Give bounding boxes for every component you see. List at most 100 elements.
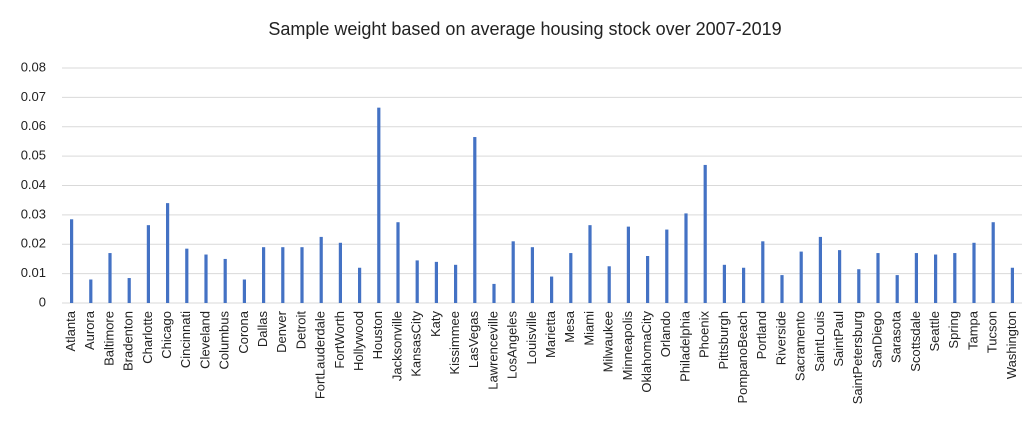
- y-tick-label: 0.05: [21, 148, 46, 163]
- x-tick-label: Lawrenceville: [485, 311, 500, 390]
- x-tick-label: Washington: [1004, 311, 1019, 379]
- x-tick-label: Baltimore: [101, 311, 116, 366]
- bar: [108, 253, 112, 303]
- y-tick-label: 0.01: [21, 265, 46, 280]
- bar: [415, 260, 419, 303]
- bar: [934, 254, 938, 303]
- x-tick-label: Philadelphia: [677, 310, 692, 382]
- bar: [684, 213, 688, 303]
- x-tick-label: Marietta: [543, 310, 558, 358]
- bar: [166, 203, 170, 303]
- x-tick-label: FortLauderdale: [313, 311, 328, 399]
- x-tick-label: Pittsburgh: [716, 311, 731, 370]
- bar: [262, 247, 266, 303]
- x-tick-label: Minneapolis: [620, 311, 635, 381]
- bar: [146, 225, 150, 303]
- bar: [319, 236, 323, 303]
- bar: [454, 264, 458, 303]
- x-tick-label: LosAngeles: [505, 311, 520, 379]
- bar: [358, 267, 362, 303]
- x-tick-label: Cleveland: [197, 311, 212, 369]
- bar: [530, 247, 534, 303]
- y-tick-label: 0: [39, 294, 46, 309]
- x-tick-label: Mesa: [562, 310, 577, 343]
- x-tick-label: OklahomaCity: [639, 311, 654, 393]
- bar: [818, 236, 822, 303]
- y-tick-label: 0.04: [21, 177, 46, 192]
- bar: [492, 283, 496, 303]
- x-tick-label: Chicago: [159, 311, 174, 359]
- x-tick-label: Sacramento: [793, 311, 808, 381]
- bar: [722, 264, 726, 303]
- bar: [70, 219, 74, 303]
- x-tick-label: Sarasota: [889, 310, 904, 363]
- x-tick-label: Detroit: [293, 311, 308, 350]
- bar: [569, 253, 573, 303]
- bar: [242, 279, 246, 303]
- x-tick-label: Louisville: [524, 311, 539, 364]
- x-tick-label: Jacksonville: [389, 311, 404, 381]
- x-tick-label: Dallas: [255, 311, 270, 348]
- x-tick-label: Tucson: [985, 311, 1000, 353]
- chart-title: Sample weight based on average housing s…: [268, 19, 781, 39]
- bar: [876, 253, 880, 303]
- x-tick-label: LasVegas: [466, 311, 481, 369]
- x-tick-label: Seattle: [927, 311, 942, 351]
- y-tick-label: 0.06: [21, 118, 46, 133]
- x-tick-label: Hollywood: [351, 311, 366, 371]
- bar: [300, 247, 304, 303]
- x-tick-label: Tampa: [965, 310, 980, 350]
- x-tick-label: Atlanta: [63, 310, 78, 351]
- bar: [550, 276, 554, 303]
- x-tick-label: Spring: [946, 311, 961, 349]
- x-tick-label: Portland: [754, 311, 769, 359]
- x-tick-label: SaintPetersburg: [850, 311, 865, 404]
- bar: [895, 275, 899, 303]
- x-tick-label: SaintPaul: [831, 311, 846, 367]
- bar: [742, 267, 746, 303]
- bar: [972, 242, 976, 303]
- x-tick-label: Kissimmee: [447, 311, 462, 375]
- bar: [914, 253, 918, 303]
- bar: [953, 253, 957, 303]
- y-tick-label: 0.03: [21, 206, 46, 221]
- x-tick-label: PompanoBeach: [735, 311, 750, 404]
- x-tick-label: Aurora: [82, 310, 97, 350]
- bar: [626, 226, 630, 303]
- bar: [127, 278, 131, 303]
- bar: [396, 222, 400, 303]
- bar: [338, 242, 342, 303]
- bar: [646, 256, 650, 303]
- x-tick-label: SaintLouis: [812, 311, 827, 372]
- x-tick-label: Riverside: [773, 311, 788, 365]
- bar: [377, 107, 381, 303]
- x-tick-label: SanDiego: [869, 311, 884, 368]
- bar: [281, 247, 285, 303]
- x-tick-label: KansasCity: [409, 311, 424, 377]
- bar: [991, 222, 995, 303]
- x-tick-label: Orlando: [658, 311, 673, 357]
- bar: [665, 229, 669, 303]
- x-tick-label: Milwaukee: [601, 311, 616, 372]
- x-tick-label: Corona: [236, 310, 251, 353]
- bar: [185, 248, 189, 303]
- x-tick-label: Denver: [274, 310, 289, 353]
- bar: [780, 275, 784, 303]
- bar: [703, 164, 707, 303]
- x-tick-label: Charlotte: [140, 311, 155, 364]
- bar: [434, 261, 438, 303]
- y-tick-label: 0.08: [21, 59, 46, 74]
- x-tick-label: FortWorth: [332, 311, 347, 369]
- y-tick-label: 0.02: [21, 236, 46, 251]
- bar: [838, 250, 842, 303]
- bar: [588, 225, 592, 303]
- bar: [89, 279, 93, 303]
- x-tick-label: Bradenton: [121, 311, 136, 371]
- bar: [223, 258, 227, 303]
- x-tick-label: Houston: [370, 311, 385, 359]
- x-tick-label: Cincinnati: [178, 311, 193, 368]
- bar: [473, 137, 477, 303]
- y-tick-label: 0.07: [21, 89, 46, 104]
